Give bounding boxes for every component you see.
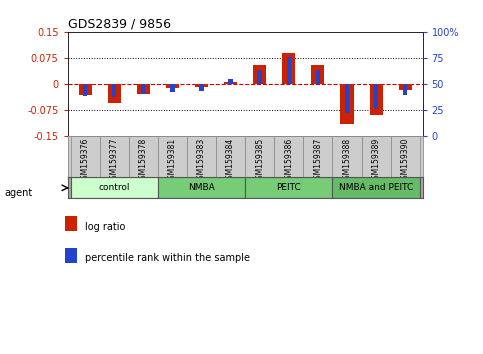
Text: GSM159381: GSM159381 xyxy=(168,138,177,184)
Text: log ratio: log ratio xyxy=(85,222,125,232)
Bar xyxy=(99,136,129,177)
Text: agent: agent xyxy=(5,188,33,198)
Bar xyxy=(141,84,145,94)
Bar xyxy=(361,136,391,177)
Bar xyxy=(316,70,320,84)
Text: GSM159385: GSM159385 xyxy=(255,138,264,184)
Bar xyxy=(158,177,245,198)
Bar xyxy=(332,136,361,177)
Text: GSM159383: GSM159383 xyxy=(197,138,206,184)
Bar xyxy=(224,82,237,84)
Bar xyxy=(345,84,349,113)
Text: GSM159387: GSM159387 xyxy=(313,138,322,184)
Text: GSM159376: GSM159376 xyxy=(81,138,89,184)
Bar xyxy=(312,65,325,84)
Bar xyxy=(199,84,204,91)
Bar xyxy=(83,84,87,96)
Bar xyxy=(216,136,245,177)
Bar xyxy=(282,53,295,84)
Text: GSM159378: GSM159378 xyxy=(139,138,148,184)
Bar xyxy=(158,136,187,177)
Bar xyxy=(274,136,303,177)
Bar xyxy=(71,136,99,177)
Bar xyxy=(166,84,179,88)
Text: GSM159388: GSM159388 xyxy=(342,138,352,184)
Bar xyxy=(137,84,150,94)
Text: NMBA and PEITC: NMBA and PEITC xyxy=(339,183,413,192)
Bar xyxy=(374,84,378,109)
Text: PEITC: PEITC xyxy=(276,183,301,192)
Bar xyxy=(398,84,412,90)
Bar xyxy=(129,136,158,177)
Bar xyxy=(108,84,121,103)
Bar xyxy=(253,65,266,84)
Text: percentile rank within the sample: percentile rank within the sample xyxy=(85,253,250,263)
Bar xyxy=(403,84,407,95)
Text: NMBA: NMBA xyxy=(188,183,215,192)
Bar xyxy=(286,57,291,84)
Bar xyxy=(228,79,233,84)
Bar xyxy=(369,84,383,115)
Text: GSM159386: GSM159386 xyxy=(284,138,293,184)
Bar xyxy=(112,84,116,97)
Bar xyxy=(170,84,174,92)
Bar xyxy=(195,84,208,87)
Text: control: control xyxy=(99,183,130,192)
Bar xyxy=(332,177,420,198)
Bar xyxy=(341,84,354,124)
Bar xyxy=(245,136,274,177)
Bar xyxy=(79,84,92,95)
Bar xyxy=(257,70,262,84)
Text: GSM159390: GSM159390 xyxy=(401,138,410,184)
Text: GSM159384: GSM159384 xyxy=(226,138,235,184)
Bar xyxy=(245,177,332,198)
Bar xyxy=(71,177,158,198)
Bar xyxy=(391,136,420,177)
Bar xyxy=(187,136,216,177)
Text: GSM159377: GSM159377 xyxy=(110,138,119,184)
Bar xyxy=(303,136,332,177)
Text: GSM159389: GSM159389 xyxy=(371,138,381,184)
Text: GDS2839 / 9856: GDS2839 / 9856 xyxy=(68,18,170,31)
